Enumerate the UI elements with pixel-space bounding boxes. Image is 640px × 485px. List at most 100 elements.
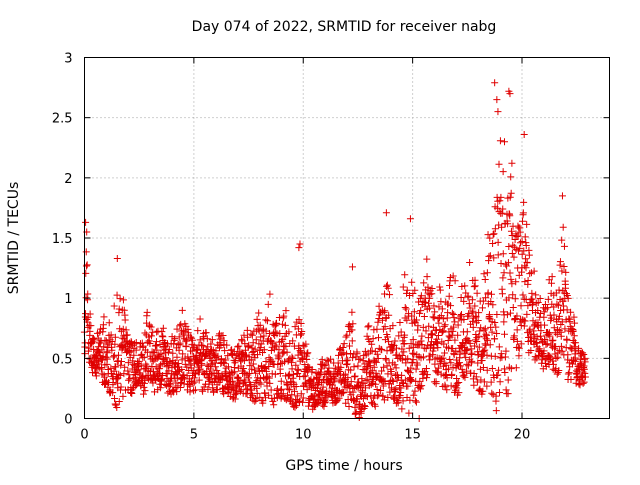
data-point	[217, 342, 225, 350]
data-point	[581, 358, 589, 366]
data-point	[349, 388, 357, 396]
data-point	[489, 239, 497, 247]
data-point	[408, 312, 416, 320]
data-point	[227, 346, 235, 354]
data-point	[178, 356, 186, 364]
data-point	[360, 391, 368, 399]
data-point	[265, 362, 273, 370]
data-point	[267, 386, 275, 394]
data-point	[398, 356, 406, 364]
data-point	[510, 332, 518, 340]
data-point	[334, 396, 342, 404]
data-point	[140, 383, 148, 391]
data-point	[483, 382, 491, 390]
data-point	[567, 375, 575, 383]
data-point	[434, 344, 442, 352]
data-point	[553, 370, 561, 378]
data-point	[349, 320, 357, 328]
data-point	[516, 244, 524, 252]
data-point	[292, 402, 300, 410]
data-point	[470, 283, 478, 291]
data-point	[561, 325, 569, 333]
data-point	[255, 379, 263, 387]
data-point	[550, 311, 558, 319]
data-point	[557, 332, 565, 340]
data-point	[579, 349, 587, 357]
data-point	[463, 328, 471, 336]
data-point	[275, 346, 283, 354]
data-point	[456, 362, 464, 370]
data-point	[463, 360, 471, 368]
data-point	[231, 368, 239, 376]
data-point	[249, 339, 257, 347]
data-point	[495, 208, 503, 216]
data-point	[190, 387, 198, 395]
data-point	[520, 322, 528, 330]
data-point	[411, 397, 419, 405]
data-point	[532, 291, 540, 299]
data-point	[229, 377, 237, 385]
data-point	[188, 347, 196, 355]
data-point	[489, 301, 497, 309]
data-point	[380, 308, 388, 316]
data-point	[348, 308, 356, 316]
data-point	[109, 389, 117, 397]
data-point	[564, 351, 572, 359]
data-point	[367, 398, 375, 406]
data-point	[452, 347, 460, 355]
data-point	[178, 306, 186, 314]
data-point	[354, 362, 362, 370]
data-point	[382, 354, 390, 362]
data-point	[110, 302, 118, 310]
data-point	[377, 386, 385, 394]
data-point	[419, 323, 427, 331]
data-point	[269, 397, 277, 405]
data-point	[240, 331, 248, 339]
data-point	[422, 365, 430, 373]
data-point	[132, 346, 140, 354]
data-point	[505, 242, 513, 250]
data-point	[468, 309, 476, 317]
data-point	[490, 230, 498, 238]
data-point	[390, 386, 398, 394]
data-point	[480, 347, 488, 355]
data-point	[219, 331, 227, 339]
data-point	[261, 364, 269, 372]
data-point	[113, 254, 121, 262]
data-point	[267, 347, 275, 355]
y-tick-label: 2	[64, 172, 72, 187]
data-point	[368, 347, 376, 355]
data-point	[325, 364, 333, 372]
data-point	[257, 344, 265, 352]
data-point	[147, 323, 155, 331]
data-point	[481, 340, 489, 348]
data-point	[520, 198, 528, 206]
data-point	[569, 326, 577, 334]
data-point	[186, 382, 194, 390]
data-point	[266, 356, 274, 364]
data-point	[244, 371, 252, 379]
data-point	[320, 362, 328, 370]
data-point	[361, 403, 369, 411]
data-point	[408, 278, 416, 286]
data-point	[159, 324, 167, 332]
data-point	[494, 371, 502, 379]
data-point	[236, 383, 244, 391]
data-point	[563, 292, 571, 300]
data-point	[123, 331, 131, 339]
data-point	[409, 356, 417, 364]
data-point	[440, 322, 448, 330]
data-point	[564, 294, 572, 302]
data-point	[381, 307, 389, 315]
data-point	[450, 314, 458, 322]
data-point	[464, 293, 472, 301]
data-point	[399, 283, 407, 291]
data-point	[493, 96, 501, 104]
data-point	[425, 299, 433, 307]
data-point	[251, 366, 259, 374]
data-point	[520, 247, 528, 255]
data-point	[252, 336, 260, 344]
data-point	[277, 385, 285, 393]
